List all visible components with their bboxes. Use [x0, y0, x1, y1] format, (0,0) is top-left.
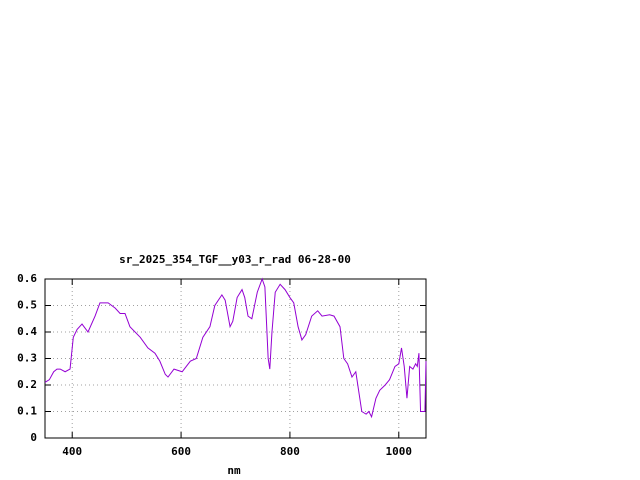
y-tick-label: 0.3 [17, 352, 37, 365]
y-tick-label: 0.2 [17, 378, 37, 391]
plot-border [44, 278, 427, 439]
x-tick-label: 400 [62, 445, 82, 458]
y-tick-label: 0.5 [17, 299, 37, 312]
y-tick-label: 0.4 [17, 325, 37, 338]
y-tick-label: 0.1 [17, 405, 37, 418]
y-tick-label: 0 [30, 431, 37, 444]
data-line [44, 277, 427, 419]
x-tick-label: 1000 [386, 445, 413, 458]
x-axis-label: nm [227, 464, 241, 477]
x-tick-label: 600 [171, 445, 191, 458]
y-tick-label: 0.6 [17, 272, 37, 285]
x-tick-label: 800 [280, 445, 300, 458]
chart-title: sr_2025_354_TGF__y03_r_rad 06-28-00 [119, 253, 351, 266]
